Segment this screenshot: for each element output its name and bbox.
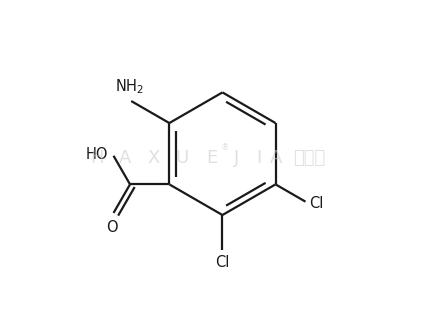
Text: A: A — [119, 149, 131, 167]
Text: X: X — [147, 149, 159, 167]
Text: J: J — [234, 149, 239, 167]
Text: ®: ® — [221, 143, 229, 152]
Text: U: U — [175, 149, 188, 167]
Text: E: E — [206, 149, 217, 167]
Text: A: A — [270, 149, 282, 167]
Text: Cl: Cl — [215, 255, 230, 270]
Text: NH$_2$: NH$_2$ — [115, 78, 144, 96]
Text: Cl: Cl — [309, 196, 324, 211]
Text: HO: HO — [85, 147, 108, 162]
Text: 化学加: 化学加 — [293, 149, 325, 167]
Text: I: I — [256, 149, 261, 167]
Text: O: O — [106, 220, 118, 235]
Text: H: H — [90, 149, 104, 167]
